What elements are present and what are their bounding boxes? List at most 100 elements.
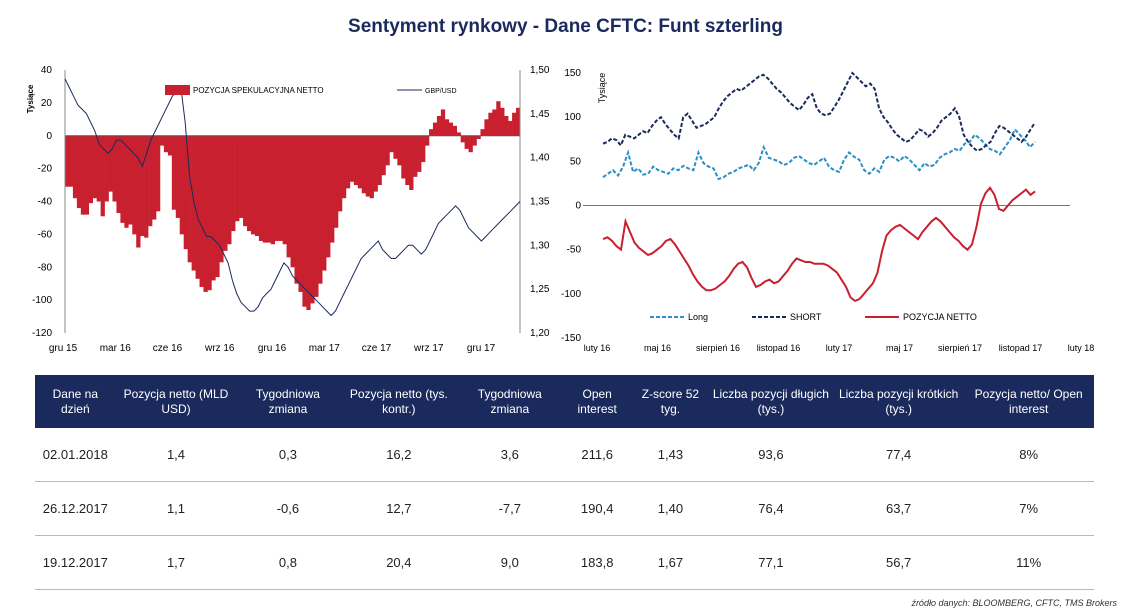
table-cell: 9,0 (458, 535, 562, 590)
y-axis-label: Tysiące (26, 84, 35, 113)
bar (512, 112, 517, 136)
y-tick-label: -20 (38, 164, 53, 175)
bar (496, 101, 501, 136)
bar (270, 135, 275, 245)
column-header: Pozycja netto/ Open interest (963, 375, 1094, 428)
bar (159, 135, 165, 146)
bar (65, 135, 70, 187)
x-tick-label: cze 16 (153, 343, 183, 354)
table-cell: 1,40 (632, 481, 708, 536)
bar (199, 135, 204, 287)
table-cell: 93,6 (707, 428, 834, 482)
bar (294, 135, 299, 284)
bar (464, 135, 469, 149)
bar (314, 135, 319, 297)
y-right-tick-label: 1,35 (530, 197, 550, 208)
x-tick-label: maj 16 (644, 343, 671, 353)
y-right-tick-label: 1,50 (530, 65, 550, 76)
bar (124, 135, 129, 228)
x-tick-label: sierpień 16 (696, 343, 740, 353)
bar (377, 135, 382, 186)
bar (444, 119, 450, 136)
y-tick-label: -50 (567, 245, 582, 256)
bar (286, 135, 291, 258)
bar (76, 135, 82, 209)
bar (425, 135, 430, 146)
bar (298, 135, 303, 292)
bar (235, 135, 240, 222)
bar (254, 135, 260, 237)
x-tick-label: mar 17 (309, 343, 341, 354)
bar (405, 135, 410, 186)
bar (243, 135, 248, 227)
bar (239, 135, 244, 218)
table-header-row: Dane na dzień Pozycja netto (MLD USD) Tygo… (35, 375, 1094, 428)
bar (231, 135, 236, 232)
bar (468, 135, 473, 153)
bar (310, 135, 315, 304)
bar (247, 135, 252, 232)
bar (128, 135, 133, 225)
table-row: 02.01.2018 1,4 0,3 16,2 3,6 211,6 1,43 93,6 77,4… (35, 428, 1094, 482)
table-cell: 77,4 (833, 428, 964, 482)
bar (448, 122, 454, 136)
table-cell: 3,6 (458, 428, 562, 482)
bar (120, 135, 125, 223)
x-tick-label: gru 15 (49, 343, 78, 354)
x-tick-label: mar 16 (100, 343, 132, 354)
table-cell: 02.01.2018 (35, 428, 116, 482)
series-line-0 (602, 127, 1036, 181)
legend-label-gbpusd: GBP/USD (425, 88, 457, 95)
y-tick-label: -120 (32, 328, 52, 339)
bar (290, 135, 295, 268)
y-tick-label: -100 (561, 289, 581, 300)
series-line-2 (602, 186, 1036, 303)
bar (227, 135, 232, 245)
bar (96, 135, 101, 202)
bar (409, 135, 414, 190)
bar (472, 135, 477, 146)
y-tick-label: 0 (46, 131, 52, 142)
table-cell: 7% (963, 481, 1094, 536)
bar (345, 135, 351, 189)
bar (88, 135, 93, 204)
bar (369, 135, 374, 199)
bar (436, 116, 442, 136)
bar (389, 135, 394, 153)
table-cell: 0,8 (236, 535, 340, 590)
bar (152, 135, 157, 220)
y-tick-label: 100 (564, 112, 581, 123)
bar (484, 119, 489, 136)
bar (349, 135, 355, 182)
bar (104, 135, 109, 202)
bar (476, 135, 481, 140)
bar (179, 135, 184, 235)
bar (278, 135, 283, 241)
bar (440, 109, 446, 136)
y-right-tick-label: 1,20 (530, 328, 550, 339)
y-tick-label: -80 (38, 262, 53, 273)
bar (341, 135, 347, 199)
table-cell: 26.12.2017 (35, 481, 116, 536)
bar (108, 135, 113, 192)
bar (326, 135, 331, 258)
column-header: Pozycja netto (MLD USD) (115, 375, 237, 428)
table-cell: 211,6 (561, 428, 633, 482)
table-cell: 12,7 (339, 481, 459, 536)
table-cell: 1,67 (632, 535, 708, 590)
page-title: Sentyment rynkowy - Dane CFTC: Funt szte… (348, 16, 783, 37)
bar (381, 135, 386, 176)
x-tick-label: luty 17 (826, 343, 853, 353)
bar (211, 135, 216, 281)
y-tick-label: 20 (41, 98, 53, 109)
table-cell: 1,4 (115, 428, 237, 482)
table-cell: 183,8 (561, 535, 633, 590)
bar (72, 135, 78, 199)
bar (330, 135, 335, 243)
bar (306, 135, 311, 310)
column-header: Z-score 52 tyg. (632, 375, 708, 428)
bar (100, 135, 105, 217)
table-cell: 77,1 (707, 535, 834, 590)
bar (207, 135, 212, 291)
